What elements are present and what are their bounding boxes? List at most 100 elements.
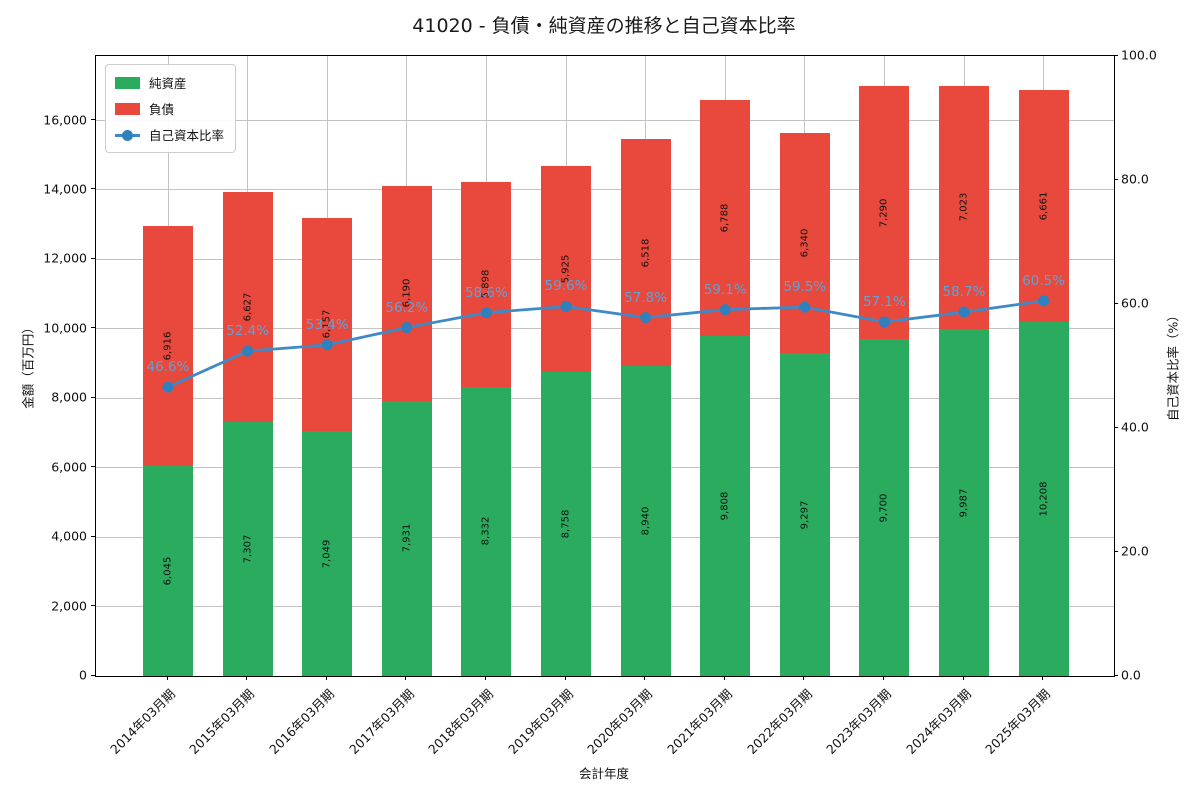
x-axis-tick (405, 676, 407, 680)
equity-ratio-marker (958, 306, 970, 318)
y-axis-tick-right (1114, 302, 1118, 304)
x-axis-tick-label: 2023年03月期 (823, 686, 895, 757)
x-axis-tick (644, 676, 646, 680)
legend-item: 負債 (115, 99, 224, 118)
equity-ratio-label: 59.5% (783, 279, 827, 296)
x-axis-tick-label: 2018年03月期 (425, 686, 497, 757)
equity-ratio-marker (560, 300, 572, 312)
y-axis-tick-right (1114, 54, 1118, 56)
x-axis-tick (166, 676, 168, 680)
equity-ratio-marker (878, 316, 890, 328)
y-axis-tick-left (91, 396, 95, 398)
equity-ratio-marker (799, 301, 811, 313)
gridline-horizontal (96, 397, 1114, 399)
chart-title: 41020 - 負債・純資産の推移と自己資本比率 (412, 15, 796, 37)
x-axis-tick (564, 676, 566, 680)
legend-item: 自己資本比率 (115, 125, 224, 144)
y-axis-tick-label-left: 2,000 (51, 598, 87, 614)
equity-ratio-label: 59.6% (544, 278, 588, 295)
y-axis-tick-left (91, 535, 95, 537)
y-axis-tick-left (91, 119, 95, 121)
bar-segment-liabilities (461, 182, 512, 387)
bar-segment-liabilities (541, 166, 591, 372)
bar-segment-net-assets (222, 422, 273, 676)
y-axis-tick-label-left: 12,000 (43, 250, 87, 266)
x-axis-tick (962, 676, 964, 680)
gridline-horizontal (96, 467, 1114, 469)
gridline-horizontal (96, 189, 1114, 191)
equity-ratio-label: 58.6% (464, 284, 508, 301)
y-axis-tick-label-right: 100.0 (1121, 47, 1157, 63)
bar-segment-liabilities (620, 139, 671, 366)
y-axis-tick-label-right: 40.0 (1121, 419, 1149, 435)
x-axis-tick (723, 676, 725, 680)
y-axis-tick-label-right: 20.0 (1121, 543, 1149, 559)
bar-segment-net-assets (541, 371, 591, 676)
legend: 純資産負債自己資本比率 (105, 64, 237, 153)
x-axis-tick (246, 676, 248, 680)
bar-segment-net-assets (700, 335, 751, 676)
x-axis-title: 会計年度 (578, 766, 629, 781)
legend-item: 純資産 (115, 73, 224, 92)
bar-segment-net-assets (779, 353, 830, 676)
equity-ratio-line (167, 299, 1044, 389)
equity-ratio-marker (242, 345, 254, 357)
y-axis-tick-left (91, 674, 95, 676)
y-axis-tick-label-left: 16,000 (43, 112, 87, 128)
equity-ratio-marker (162, 381, 174, 393)
equity-ratio-label: 57.1% (862, 293, 906, 310)
y-axis-tick-label-right: 0.0 (1121, 667, 1141, 683)
y-axis-tick-label-left: 10,000 (43, 320, 87, 336)
equity-ratio-label: 46.6% (146, 359, 190, 376)
y-axis-tick-label-right: 80.0 (1121, 171, 1149, 187)
x-axis-tick-label: 2025年03月期 (982, 686, 1054, 757)
y-axis-tick-right (1114, 426, 1118, 428)
bar-segment-liabilities (939, 85, 989, 330)
bar-segment-liabilities (143, 226, 193, 467)
equity-ratio-label: 53.4% (305, 316, 349, 333)
bar-segment-net-assets (1018, 321, 1069, 676)
equity-ratio-marker (1038, 295, 1050, 307)
y-axis-tick-left (91, 257, 95, 259)
equity-ratio-label: 56.2% (385, 299, 429, 316)
equity-ratio-label: 57.8% (624, 289, 668, 306)
y-axis-tick-left (91, 327, 95, 329)
gridline-horizontal (96, 258, 1114, 260)
y-axis-tick-label-left: 14,000 (43, 181, 87, 197)
bar-segment-net-assets (939, 329, 989, 676)
bar-segment-liabilities (302, 217, 353, 432)
bar-segment-net-assets (143, 466, 193, 676)
x-axis-tick-label: 2020年03月期 (584, 686, 656, 757)
legend-swatch (115, 76, 140, 89)
y-axis-title-right: 自己資本比率（%） (1165, 309, 1181, 421)
legend-label: 自己資本比率 (149, 128, 225, 143)
x-axis-tick (1042, 676, 1044, 680)
bar-segment-liabilities (700, 99, 751, 336)
x-axis-tick-label: 2015年03月期 (186, 686, 258, 757)
equity-ratio-label: 52.4% (226, 323, 270, 340)
equity-ratio-marker (480, 307, 492, 319)
bar-segment-net-assets (461, 386, 512, 676)
bar-segment-liabilities (859, 86, 910, 340)
x-axis-tick-label: 2021年03月期 (664, 686, 735, 757)
y-axis-tick-left (91, 188, 95, 190)
legend-swatch (115, 102, 140, 115)
x-axis-tick (882, 676, 884, 680)
equity-ratio-label: 58.7% (942, 284, 986, 301)
equity-ratio-label: 59.1% (703, 281, 747, 298)
y-axis-tick-left (91, 466, 95, 468)
gridline-horizontal (96, 120, 1114, 122)
y-axis-tick-right (1114, 178, 1118, 180)
y-axis-tick-label-left: 8,000 (51, 389, 87, 405)
y-axis-tick-right (1114, 674, 1118, 676)
equity-ratio-marker (401, 322, 413, 334)
equity-ratio-label: 60.5% (1022, 272, 1066, 289)
x-axis-tick (325, 676, 327, 680)
equity-ratio-marker (640, 312, 652, 324)
gridline-horizontal (96, 328, 1114, 330)
plot-area: 純資産 負債 自己資本比率 6,045 6,916 7,307 6,627 7,049 6,1… (95, 55, 1115, 677)
x-axis-tick-label: 2016年03月期 (266, 686, 337, 757)
x-axis-tick-label: 2022年03月期 (743, 686, 815, 757)
bar-segment-liabilities (779, 133, 830, 354)
equity-ratio-marker (719, 304, 731, 316)
